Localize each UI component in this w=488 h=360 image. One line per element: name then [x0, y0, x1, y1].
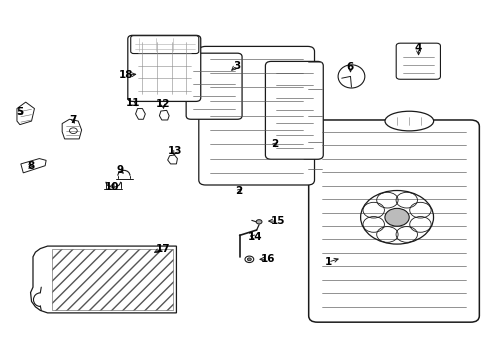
- Text: 16: 16: [260, 254, 275, 264]
- Ellipse shape: [337, 65, 364, 88]
- Ellipse shape: [384, 111, 433, 131]
- Circle shape: [256, 220, 262, 224]
- FancyBboxPatch shape: [130, 36, 199, 54]
- Text: 11: 11: [125, 98, 140, 108]
- Text: 5: 5: [16, 107, 23, 117]
- Text: 4: 4: [414, 43, 422, 53]
- Text: 14: 14: [247, 232, 262, 242]
- Text: 18: 18: [119, 70, 133, 80]
- Text: 17: 17: [155, 244, 170, 253]
- Text: 1: 1: [324, 257, 331, 267]
- Polygon shape: [62, 119, 81, 139]
- Text: 7: 7: [69, 115, 77, 125]
- Polygon shape: [167, 155, 177, 164]
- FancyBboxPatch shape: [186, 53, 242, 119]
- FancyBboxPatch shape: [127, 35, 201, 102]
- Text: 12: 12: [155, 99, 170, 109]
- FancyBboxPatch shape: [308, 120, 478, 322]
- FancyBboxPatch shape: [265, 62, 323, 159]
- Polygon shape: [21, 158, 46, 173]
- Circle shape: [247, 258, 251, 261]
- Bar: [52, 249, 173, 310]
- Text: 6: 6: [346, 63, 353, 72]
- Text: 3: 3: [233, 61, 240, 71]
- Text: 15: 15: [271, 216, 285, 226]
- Text: 2: 2: [235, 186, 242, 197]
- Circle shape: [384, 208, 408, 226]
- Polygon shape: [17, 102, 34, 125]
- Text: 10: 10: [105, 182, 119, 192]
- FancyBboxPatch shape: [199, 46, 314, 185]
- Text: 8: 8: [27, 161, 34, 171]
- Polygon shape: [159, 111, 169, 120]
- Polygon shape: [135, 109, 145, 119]
- Text: 9: 9: [117, 165, 124, 175]
- Text: 13: 13: [168, 147, 183, 157]
- Text: 2: 2: [271, 139, 278, 149]
- Polygon shape: [30, 246, 176, 313]
- FancyBboxPatch shape: [395, 43, 440, 79]
